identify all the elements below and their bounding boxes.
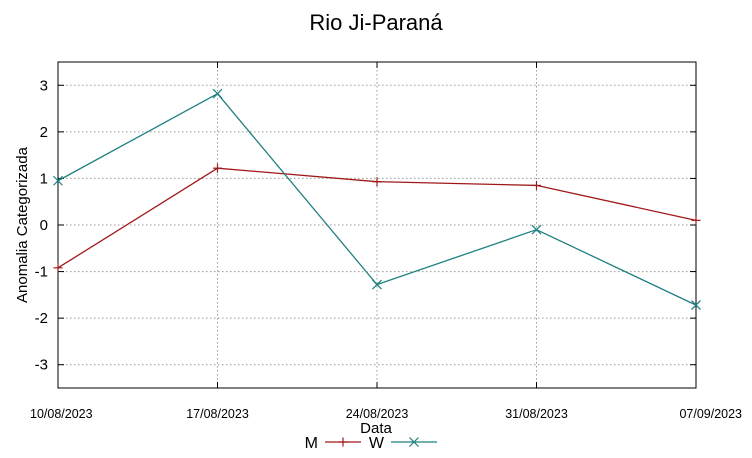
y-tick-label: 2 bbox=[40, 124, 48, 141]
data-point-m bbox=[372, 177, 382, 187]
data-point-w bbox=[691, 300, 701, 311]
data-point-w bbox=[53, 175, 63, 186]
y-tick-label: 0 bbox=[40, 217, 48, 234]
data-point-w bbox=[531, 224, 542, 235]
y-tick-label: 1 bbox=[40, 170, 48, 187]
legend-marker-w bbox=[409, 437, 419, 447]
data-point-m bbox=[213, 163, 222, 173]
y-tick-label: -3 bbox=[35, 357, 48, 374]
data-point-w bbox=[372, 279, 382, 290]
x-axis-label: Data bbox=[360, 420, 392, 437]
chart-title: Rio Ji-Paraná bbox=[309, 10, 443, 35]
grid-lines bbox=[57, 62, 697, 388]
legend-marker-m bbox=[338, 437, 348, 447]
x-axis-ticks: 10/08/2023 17/08/2023 24/08/2023 31/08/2023… bbox=[30, 62, 742, 421]
y-tick-label: -1 bbox=[35, 264, 48, 281]
legend-label-w: W bbox=[369, 435, 385, 452]
y-tick-label: 3 bbox=[40, 77, 48, 94]
legend-label-m: M bbox=[305, 435, 318, 452]
y-axis-label: Anomalia Categorizada bbox=[14, 146, 31, 303]
x-tick-label: 10/08/2023 bbox=[30, 407, 93, 421]
x-tick-label: 31/08/2023 bbox=[505, 407, 568, 421]
data-point-m bbox=[532, 180, 541, 190]
data-point-w bbox=[212, 88, 223, 99]
data-point-m bbox=[53, 263, 63, 273]
data-point-m bbox=[691, 215, 701, 225]
x-tick-label: 07/09/2023 bbox=[679, 407, 742, 421]
x-tick-label: 24/08/2023 bbox=[346, 407, 409, 421]
y-axis-ticks: -3 -2 -1 0 1 2 3 bbox=[35, 77, 696, 374]
series-lines bbox=[53, 88, 701, 311]
y-tick-label: -2 bbox=[35, 310, 48, 327]
x-tick-label: 17/08/2023 bbox=[186, 407, 249, 421]
